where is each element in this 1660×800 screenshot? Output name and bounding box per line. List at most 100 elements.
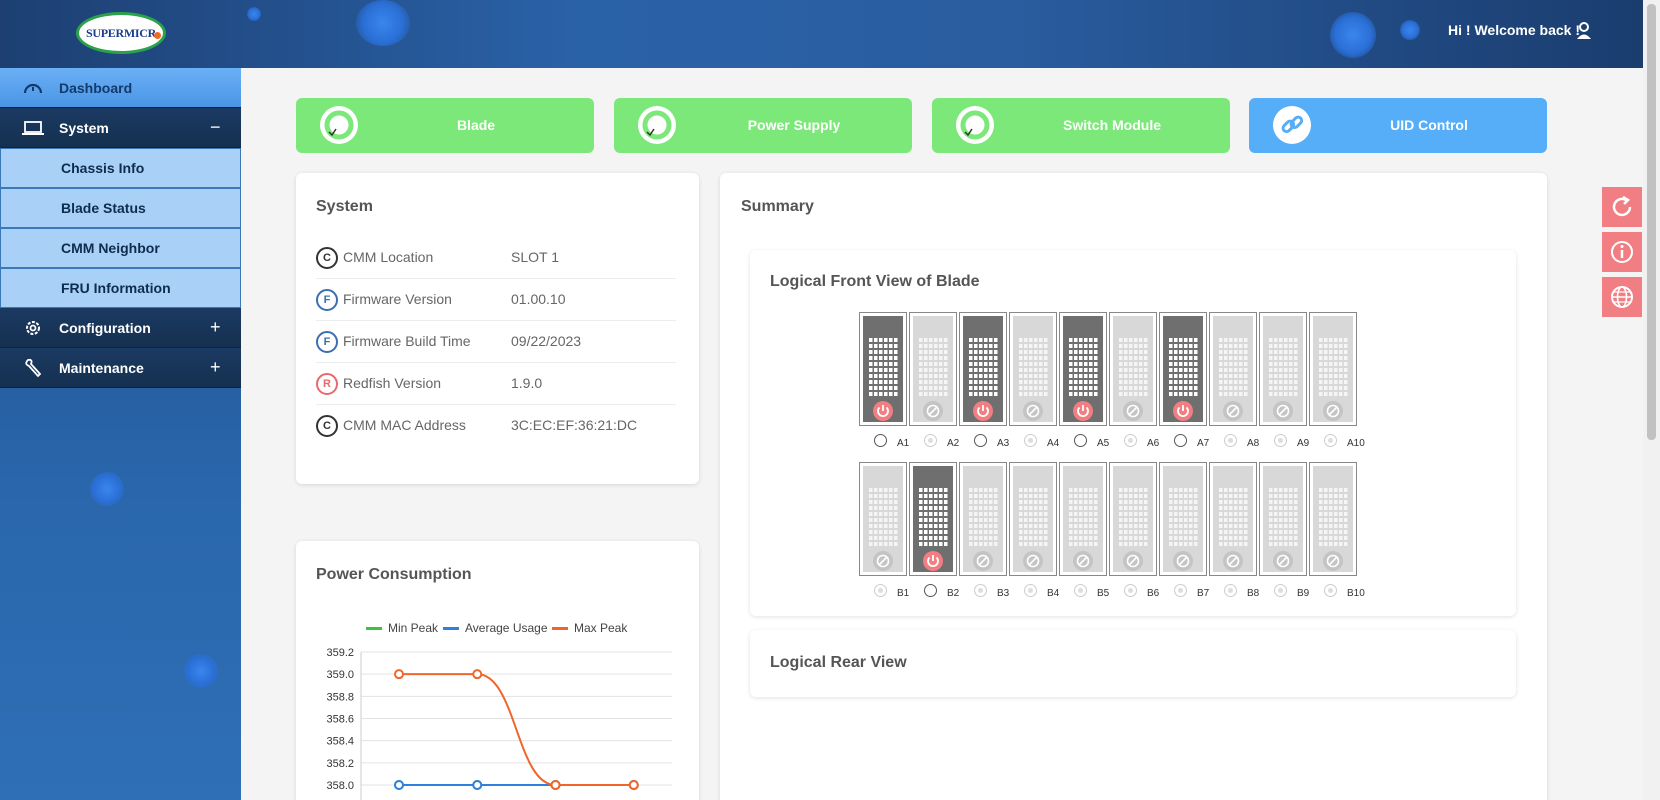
cmm-icon: C [316,415,338,437]
slot-label: B7 [1197,588,1210,599]
button-label: Switch Module [1063,117,1161,133]
blade-slot[interactable] [1109,312,1157,426]
rear-view-panel: Logical Rear View [750,630,1516,697]
blade-select-radio [1124,434,1137,447]
card-title: System [316,198,373,215]
legend-max-peak[interactable]: Max Peak [552,621,627,635]
button-label: UID Control [1390,117,1468,133]
blade-slot[interactable] [1309,462,1357,576]
sidebar-subitem-cmm-neighbor[interactable]: CMM Neighbor [0,228,241,268]
globe-icon [1611,286,1633,308]
switch-module-status-button[interactable]: Switch Module [932,98,1230,153]
blade-slot[interactable] [1009,462,1057,576]
blade-slot[interactable] [1009,312,1057,426]
data-point[interactable] [472,780,483,790]
blade-slot[interactable] [859,462,907,576]
data-point[interactable] [472,669,483,680]
slot-label: B4 [1047,588,1060,599]
blade-slot[interactable] [1159,462,1207,576]
vertical-scrollbar[interactable] [1643,0,1660,800]
blade-slot[interactable] [1059,312,1107,426]
data-point[interactable] [394,780,404,790]
blade-slot[interactable] [1259,462,1307,576]
legend-average-usage[interactable]: Average Usage [443,621,548,635]
blade-body [1113,316,1153,422]
collapse-toggle[interactable]: − [210,117,221,137]
language-button[interactable] [1602,277,1642,317]
sidebar-subitem-fru-information[interactable]: FRU Information [0,268,241,308]
uid-control-button[interactable]: UID Control [1249,98,1547,153]
blade-select-radio [1274,434,1287,447]
redfish-icon: R [316,373,338,395]
power-icon[interactable] [1073,401,1093,421]
card-title: Power Consumption [316,566,472,583]
system-info-row: F Firmware Version 01.00.10 [316,279,676,321]
blade-select-radio[interactable] [1074,434,1087,447]
blade-select-radio[interactable] [924,584,937,597]
disabled-icon [1023,401,1043,421]
system-info-row: C CMM Location SLOT 1 [316,237,676,279]
link-icon [1273,106,1311,144]
blade-slot[interactable] [959,462,1007,576]
disabled-icon [1073,551,1093,571]
sidebar-item-label: Configuration [59,319,151,336]
blade-select-radio [1174,584,1187,597]
sidebar-item-configuration[interactable]: Configuration + [0,308,241,348]
slot-label: B6 [1147,588,1160,599]
blade-slot[interactable] [1109,462,1157,576]
blade-select-radio [1224,434,1237,447]
power-icon[interactable] [873,401,893,421]
blade-slot[interactable] [859,312,907,426]
blade-status-button[interactable]: Blade [296,98,594,153]
sidebar-item-dashboard[interactable]: Dashboard [0,68,241,108]
blade-slot[interactable] [909,462,957,576]
supermicro-logo[interactable]: SUPERMICR [76,12,166,54]
disabled-icon [923,401,943,421]
power-icon[interactable] [1173,401,1193,421]
sidebar-subitem-blade-status[interactable]: Blade Status [0,188,241,228]
blade-select-radio[interactable] [974,434,987,447]
blade-select-radio[interactable] [874,434,887,447]
blade-slot[interactable] [1059,462,1107,576]
sidebar-item-label: Maintenance [59,359,144,376]
blade-slot[interactable] [1259,312,1307,426]
sidebar-item-system[interactable]: System − [0,108,241,148]
disabled-icon [1173,551,1193,571]
system-info-row: R Redfish Version 1.9.0 [316,363,676,405]
blade-slot[interactable] [1159,312,1207,426]
info-key: CMM MAC Address [343,417,466,433]
sidebar-item-label: Dashboard [59,79,133,96]
y-tick-label: 358.2 [326,758,354,770]
blade-slot[interactable] [1309,312,1357,426]
power-supply-status-button[interactable]: Power Supply [614,98,912,153]
blade-select-radio [1324,434,1337,447]
power-icon[interactable] [973,401,993,421]
blade-select-radio[interactable] [1174,434,1187,447]
data-point[interactable] [628,780,639,790]
laptop-icon [22,121,44,135]
y-tick-label: 358.8 [326,691,354,703]
scrollbar-thumb[interactable] [1647,4,1656,440]
sidebar-item-maintenance[interactable]: Maintenance + [0,348,241,388]
sidebar-subitem-chassis-info[interactable]: Chassis Info [0,148,241,188]
info-key: Redfish Version [343,375,442,391]
expand-toggle[interactable]: + [210,317,221,337]
blade-slot[interactable] [1209,312,1257,426]
legend-min-peak[interactable]: Min Peak [366,621,438,635]
gauge-icon [23,83,43,94]
info-button[interactable] [1602,232,1642,272]
blade-slot[interactable] [1209,462,1257,576]
check-circle-icon [956,106,994,144]
blade-slot[interactable] [909,312,957,426]
expand-toggle[interactable]: + [210,357,221,377]
power-icon[interactable] [923,551,943,571]
blade-slot[interactable] [959,312,1007,426]
slot-label: B10 [1347,588,1365,599]
refresh-button[interactable] [1602,187,1642,227]
user-icon[interactable] [1576,22,1592,40]
slot-label: B8 [1247,588,1260,599]
data-point[interactable] [394,669,404,680]
slot-label: A10 [1347,438,1365,449]
system-card: System C CMM Location SLOT 1 F Firmware … [296,173,699,484]
data-point[interactable] [550,780,561,790]
